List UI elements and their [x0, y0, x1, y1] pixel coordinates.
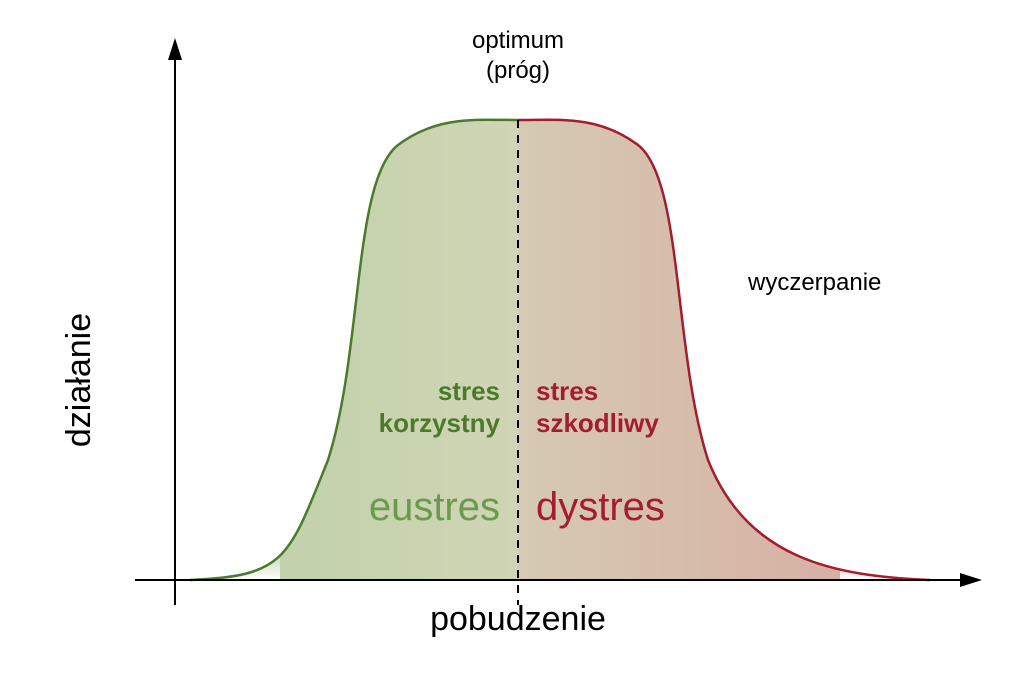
y-axis-label: działanie — [60, 313, 98, 447]
distress-title-line2: szkodliwy — [536, 408, 659, 438]
eustress-title-line2: korzystny — [379, 408, 501, 438]
distress-subtitle: dystres — [536, 485, 665, 529]
eustress-title-line1: stres — [438, 376, 500, 406]
optimum-label-line1: optimum — [472, 27, 564, 54]
eustress-subtitle: eustres — [369, 485, 500, 529]
y-axis-arrow-icon — [168, 38, 182, 60]
x-axis-arrow-icon — [960, 573, 982, 587]
stress-curve-chart: pobudzenie działanie optimum (próg) wycz… — [0, 0, 1024, 675]
x-axis-label: pobudzenie — [430, 600, 606, 638]
optimum-label-line2: (próg) — [486, 57, 550, 84]
distress-title-line1: stres — [536, 376, 598, 406]
exhaustion-label: wyczerpanie — [747, 269, 881, 296]
fade-right — [840, 550, 930, 580]
